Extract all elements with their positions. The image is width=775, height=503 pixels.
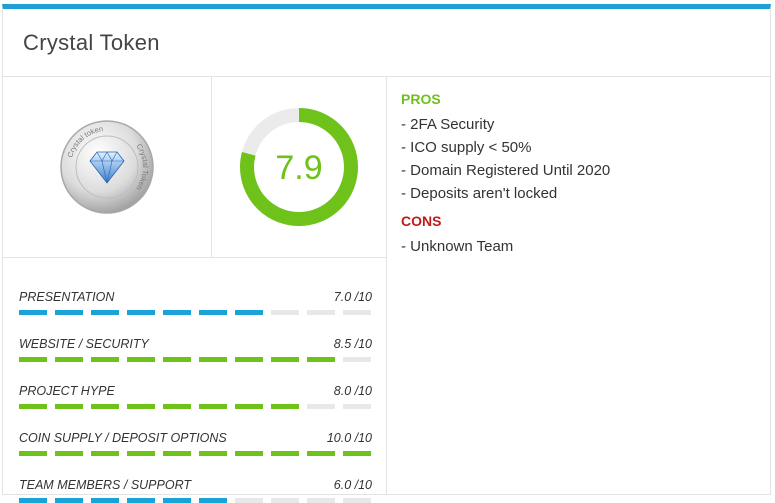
rating-segment [271, 310, 299, 315]
cons-item: - Unknown Team [401, 238, 514, 255]
rating-segment [343, 357, 371, 362]
rating-segment [307, 310, 335, 315]
rating-segment [235, 357, 263, 362]
rating-segment [163, 404, 191, 409]
rating-segment [199, 310, 227, 315]
rating-value: 6.0 /10 [333, 478, 372, 492]
rating-segment [307, 404, 335, 409]
rating-segment [235, 404, 263, 409]
rating-row: WEBSITE / SECURITY 8.5 /10 [19, 337, 372, 362]
rating-segment [91, 498, 119, 503]
rating-segment [19, 451, 47, 456]
rating-segment [307, 451, 335, 456]
rating-value: 7.0 /10 [333, 290, 372, 304]
rating-segment [91, 451, 119, 456]
rating-segment [343, 404, 371, 409]
rating-value: 8.0 /10 [333, 384, 372, 398]
rating-head: WEBSITE / SECURITY 8.5 /10 [19, 337, 372, 351]
rating-segment [199, 451, 227, 456]
rating-label: PRESENTATION [19, 290, 115, 304]
rating-segment [55, 451, 83, 456]
pros-cons-panel: PROS - 2FA Security - ICO supply < 50% - D… [387, 77, 770, 495]
rating-bar [19, 357, 372, 362]
rating-head: TEAM MEMBERS / SUPPORT 6.0 /10 [19, 478, 372, 492]
rating-label: TEAM MEMBERS / SUPPORT [19, 478, 192, 492]
rating-row: COIN SUPPLY / DEPOSIT OPTIONS 10.0 /10 [19, 431, 372, 456]
rating-segment [127, 404, 155, 409]
pros-title: PROS [401, 91, 441, 107]
pros-list: - 2FA Security - ICO supply < 50% - Domain… [401, 113, 756, 205]
rating-segment [55, 404, 83, 409]
rating-segment [127, 357, 155, 362]
rating-bar [19, 498, 372, 503]
rating-segment [55, 498, 83, 503]
rating-segment [163, 357, 191, 362]
page-title: Crystal Token [23, 29, 160, 55]
rating-segment [127, 310, 155, 315]
title-bar: Crystal Token [3, 9, 770, 77]
rating-segment [127, 451, 155, 456]
rating-segment [271, 357, 299, 362]
rating-segment [199, 357, 227, 362]
rating-value: 10.0 /10 [326, 431, 372, 445]
rating-head: PROJECT HYPE 8.0 /10 [19, 384, 372, 398]
review-card: Crystal Token [2, 4, 771, 503]
rating-bar [19, 451, 372, 456]
rating-head: COIN SUPPLY / DEPOSIT OPTIONS 10.0 /10 [19, 431, 372, 445]
pros-item: - Deposits aren't locked [401, 185, 558, 202]
rating-segment [19, 498, 47, 503]
rating-row: TEAM MEMBERS / SUPPORT 6.0 /10 [19, 478, 372, 503]
rating-segment [91, 357, 119, 362]
rating-segment [199, 498, 227, 503]
rating-segment [19, 357, 47, 362]
pros-item: - ICO supply < 50% [401, 139, 532, 156]
rating-segment [271, 404, 299, 409]
pros-item: - Domain Registered Until 2020 [401, 162, 611, 179]
rating-segment [235, 498, 263, 503]
summary-row: Crystal token Crystal Token 7.9 [3, 77, 386, 258]
rating-segment [307, 357, 335, 362]
left-panel: Crystal token Crystal Token 7.9 [3, 77, 387, 503]
rating-segment [55, 357, 83, 362]
rating-segment [235, 310, 263, 315]
rating-segment [307, 498, 335, 503]
logo-cell: Crystal token Crystal Token [3, 77, 212, 257]
rating-segment [127, 498, 155, 503]
rating-row: PRESENTATION 7.0 /10 [19, 290, 372, 315]
rating-label: PROJECT HYPE [19, 384, 115, 398]
rating-segment [343, 498, 371, 503]
rating-label: COIN SUPPLY / DEPOSIT OPTIONS [19, 431, 227, 445]
rating-segment [19, 310, 47, 315]
rating-value: 8.5 /10 [333, 337, 372, 351]
rating-bar [19, 310, 372, 315]
rating-segment [271, 451, 299, 456]
cons-list: - Unknown Team [401, 235, 756, 258]
rating-segment [91, 404, 119, 409]
crystal-coin-icon: Crystal token Crystal Token [60, 120, 154, 214]
rating-head: PRESENTATION 7.0 /10 [19, 290, 372, 304]
pros-item: - 2FA Security [401, 116, 495, 133]
rating-segment [19, 404, 47, 409]
rating-segment [199, 404, 227, 409]
score-value: 7.9 [275, 149, 322, 187]
rating-segment [163, 498, 191, 503]
rating-segment [235, 451, 263, 456]
rating-list: PRESENTATION 7.0 /10 WEBSITE / SECURITY 8.5… [3, 258, 386, 503]
rating-segment [343, 451, 371, 456]
score-ring: 7.9 [240, 108, 358, 226]
rating-label: WEBSITE / SECURITY [19, 337, 149, 351]
rating-segment [163, 451, 191, 456]
rating-segment [91, 310, 119, 315]
rating-segment [271, 498, 299, 503]
rating-segment [163, 310, 191, 315]
cons-title: CONS [401, 213, 442, 229]
rating-row: PROJECT HYPE 8.0 /10 [19, 384, 372, 409]
rating-segment [343, 310, 371, 315]
score-ring-fill [240, 108, 358, 226]
score-cell: 7.9 [212, 77, 386, 257]
rating-bar [19, 404, 372, 409]
rating-segment [55, 310, 83, 315]
